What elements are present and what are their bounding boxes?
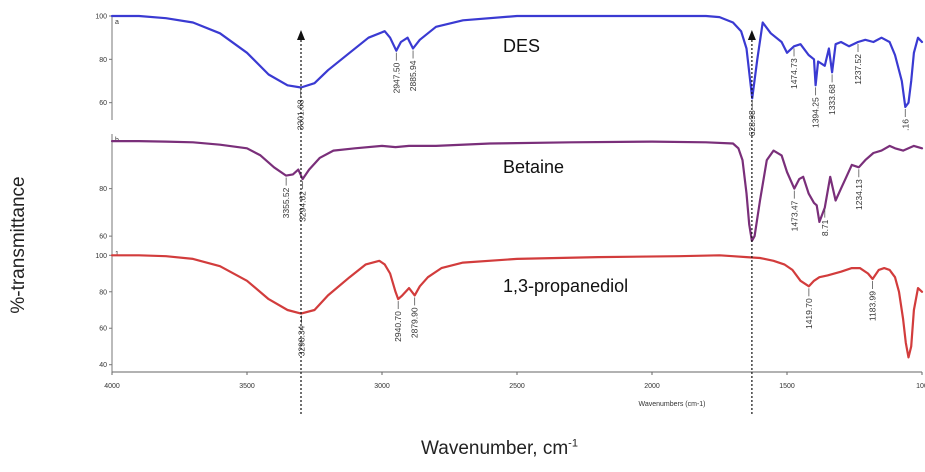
series-title: Betaine (503, 157, 564, 177)
x-tick-label: 3000 (374, 383, 390, 390)
panel-letter: a (115, 19, 119, 26)
peak-label: 2879.90 (410, 307, 420, 338)
x-tick-label: 2500 (509, 383, 525, 390)
peak-label: 1183.99 (868, 291, 878, 321)
x-axis-title-text: Wavenumber, cm (421, 438, 569, 460)
peak-label: 1419.70 (804, 298, 814, 329)
series-title: 1,3-propanediol (503, 276, 628, 296)
peak-label: 2940.70 (393, 311, 403, 342)
inner-x-axis-label: Wavenumbers (cm-1) (638, 401, 705, 408)
y-tick-label: 60 (99, 326, 107, 333)
x-axis-title: Wavenumber, cm-1 (0, 438, 925, 460)
y-tick-label: 100 (95, 253, 107, 260)
peak-label: 8.71 (820, 219, 830, 236)
x-tick-label: 2000 (644, 383, 660, 390)
peak-label: 3294.62 (298, 191, 308, 222)
series-line (110, 254, 924, 359)
series-layer (110, 14, 924, 359)
reference-arrowhead (297, 30, 305, 40)
y-tick-label: 80 (99, 289, 107, 296)
peak-label: 1333.68 (827, 84, 837, 115)
y-tick-label: 60 (99, 100, 107, 107)
peak-label: 628.98 (747, 110, 757, 136)
labels-layer: DES 3301.68 2947.50 2885.94 628.98 1474.73 139… (281, 36, 910, 356)
x-tick-label: 4000 (104, 383, 120, 390)
peak-label: 3301.68 (296, 99, 306, 130)
x-tick-label: 1500 (779, 383, 795, 390)
series-title: DES (503, 36, 540, 56)
peak-label: 2947.50 (391, 62, 401, 93)
y-tick-label: 80 (99, 57, 107, 64)
y-tick-label: 100 (95, 14, 107, 21)
series-line (110, 14, 924, 109)
peak-label: 2885.94 (408, 60, 418, 91)
reference-lines-layer (297, 30, 756, 414)
peak-label: .16 (900, 119, 910, 131)
peak-label: 1473.47 (789, 200, 799, 231)
x-axis-title-exponent: -1 (568, 438, 578, 450)
y-tick-label: 60 (99, 234, 107, 241)
reference-arrowhead (747, 30, 756, 40)
peak-label: 1234.13 (854, 179, 864, 210)
x-tick-label: 3500 (239, 383, 255, 390)
peak-label: 3355.52 (281, 187, 291, 218)
peak-label: 1394.25 (811, 97, 821, 128)
x-tick-label: 100 (916, 383, 925, 390)
axes-layer: 4000 3500 3000 2500 2000 1500 100 Wavenumbers (… (95, 14, 925, 409)
y-tick-label: 80 (99, 186, 107, 193)
y-tick-label: 40 (99, 362, 107, 369)
peak-label: 1474.73 (789, 58, 799, 89)
peak-label: 1237.52 (853, 54, 863, 85)
